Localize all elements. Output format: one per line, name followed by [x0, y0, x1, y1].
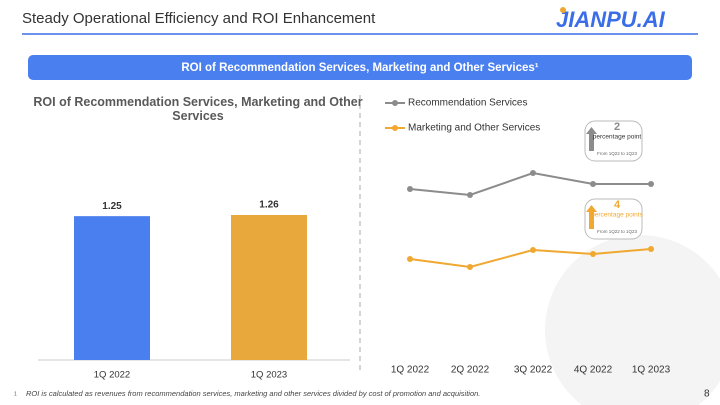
callout-arrow	[589, 211, 594, 229]
footnote: ROI is calculated as revenues from recom…	[26, 389, 480, 398]
x-tick-label: 1Q 2023	[632, 365, 671, 376]
point	[467, 264, 473, 270]
point	[467, 192, 473, 198]
mascot-backdrop	[545, 235, 720, 405]
page-title: Steady Operational Efficiency and ROI En…	[22, 10, 376, 27]
x-tick-label: 1Q 2023	[251, 370, 287, 381]
x-tick-label: 3Q 2022	[514, 365, 553, 376]
x-tick-label: 2Q 2022	[451, 365, 490, 376]
callout-arrow-head	[586, 205, 597, 212]
point	[407, 186, 413, 192]
point	[648, 181, 654, 187]
page-number: 8	[704, 389, 710, 400]
callout-note: From 1Q22 to 1Q23	[597, 229, 638, 234]
data-label: 1.26	[259, 200, 279, 211]
x-tick-label: 1Q 2022	[94, 370, 130, 381]
legend-label: Marketing and Other Services	[408, 123, 540, 134]
data-label: 1.25	[102, 201, 122, 212]
legend-marker	[392, 125, 398, 131]
point	[590, 181, 596, 187]
point	[530, 170, 536, 176]
callout-note: From 1Q22 to 1Q23	[597, 151, 638, 156]
point	[530, 247, 536, 253]
x-tick-label: 4Q 2022	[574, 365, 613, 376]
chart-title: ROI of Recommendation Services, Marketin…	[33, 95, 362, 123]
logo: JIANPU.AI	[556, 7, 666, 32]
bar	[74, 216, 150, 360]
callout-value: 2	[614, 121, 620, 133]
logo-dot	[560, 7, 566, 13]
point	[648, 246, 654, 252]
x-tick-label: 1Q 2022	[391, 365, 430, 376]
footnote-marker: 1	[14, 391, 17, 397]
banner	[28, 55, 692, 80]
banner-text: ROI of Recommendation Services, Marketin…	[181, 62, 538, 74]
callout-box	[584, 198, 643, 240]
legend-marker	[392, 100, 398, 106]
callout-value: 4	[614, 199, 621, 211]
callout-unit: percentage points	[591, 212, 643, 219]
callout-arrow-head	[586, 127, 597, 134]
series-line	[409, 171, 651, 197]
bar	[231, 215, 307, 360]
legend-label: Recommendation Services	[408, 98, 528, 109]
callout-box	[584, 120, 643, 162]
callout-unit: percentage point	[593, 134, 642, 141]
callout-arrow	[589, 133, 594, 151]
point	[407, 256, 413, 262]
point	[590, 251, 596, 257]
